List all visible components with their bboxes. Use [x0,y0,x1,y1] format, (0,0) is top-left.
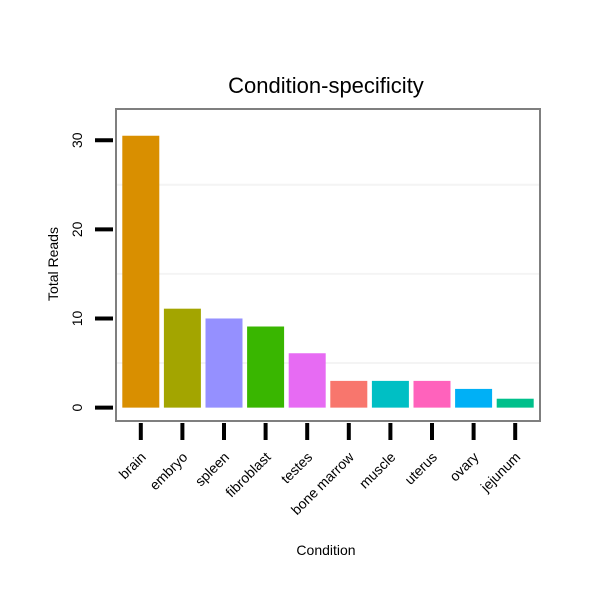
bar-embryo [163,308,201,408]
x-tick-label: embryo [146,449,190,493]
bar-muscle [371,380,409,408]
bar-fibroblast [247,326,285,408]
chart-title: Condition-specificity [228,73,424,98]
bar-uterus [413,380,451,408]
x-tick-label: muscle [356,449,399,492]
bar-jejunum [496,398,534,408]
x-tick-label: jejunum [477,449,524,496]
bar-testes [288,353,326,408]
bar-brain [122,135,160,408]
bars-layer [122,135,534,408]
x-tick-label: fibroblast [222,449,274,501]
x-axis-title: Condition [296,542,355,558]
bar-spleen [205,318,243,408]
x-tick-label: ovary [446,449,482,485]
y-axis: 0 10 20 30 [69,132,113,412]
y-tick-label: 0 [69,404,85,412]
bar-ovary [455,388,493,408]
x-tick-label: testes [278,449,316,487]
y-tick-label: 20 [69,221,85,237]
y-tick-label: 10 [69,310,85,326]
plot-border [115,108,541,422]
x-tick-label: brain [116,449,149,482]
y-tick-label: 30 [69,132,85,148]
x-tick-label: spleen [192,449,232,489]
y-axis-title: Total Reads [45,227,61,301]
x-tick-label: uterus [401,449,440,488]
bar-bone-marrow [330,380,368,408]
